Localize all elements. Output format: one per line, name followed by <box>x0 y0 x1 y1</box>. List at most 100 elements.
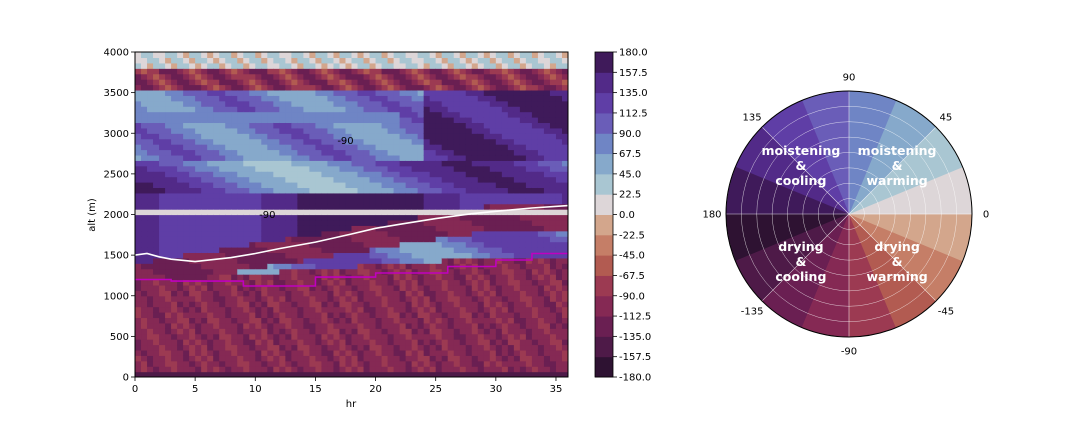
heatmap-cell <box>177 52 184 59</box>
heatmap-cell <box>195 274 202 281</box>
heatmap-cell <box>231 241 238 248</box>
heatmap-cell <box>555 52 563 59</box>
heatmap-cell <box>513 192 521 199</box>
heatmap-cell <box>501 198 509 205</box>
heatmap-cell <box>189 295 196 302</box>
heatmap-cell <box>513 171 521 178</box>
heatmap-cell <box>237 236 244 243</box>
heatmap-cell <box>513 209 521 216</box>
heatmap-cell <box>243 306 250 313</box>
heatmap-cell <box>495 328 503 335</box>
heatmap-cell <box>429 187 437 194</box>
quadrant-label-line: moistening <box>761 143 840 158</box>
heatmap-cell <box>489 214 497 221</box>
x-tick-label: 25 <box>429 384 442 395</box>
heatmap-cell <box>135 230 142 237</box>
heatmap-cell <box>315 171 323 178</box>
heatmap-cell <box>429 225 437 232</box>
heatmap-cell <box>405 209 413 216</box>
heatmap-cell <box>411 247 419 254</box>
heatmap-cell <box>231 317 238 324</box>
heatmap-cell <box>375 312 383 319</box>
heatmap-cell <box>489 149 497 156</box>
heatmap-cell <box>261 144 268 151</box>
heatmap-cell <box>459 312 467 319</box>
heatmap-cell <box>153 111 160 118</box>
heatmap-cell <box>315 100 323 107</box>
heatmap-cell <box>141 344 148 351</box>
heatmap-cell <box>501 214 509 221</box>
heatmap-cell <box>189 111 196 118</box>
heatmap-cell <box>411 290 419 297</box>
heatmap-cell <box>231 52 238 59</box>
heatmap-cell <box>471 117 479 124</box>
heatmap-cell <box>477 198 485 205</box>
heatmap-cell <box>405 290 413 297</box>
heatmap-cell <box>405 295 413 302</box>
heatmap-cell <box>165 252 172 259</box>
heatmap-cell <box>249 209 256 216</box>
heatmap-cell <box>189 160 196 167</box>
heatmap-cell <box>495 122 503 129</box>
heatmap-cell <box>537 322 545 329</box>
heatmap-cell <box>555 263 563 270</box>
heatmap-cell <box>351 182 359 189</box>
heatmap-cell <box>231 149 238 156</box>
heatmap-cell <box>267 268 274 275</box>
heatmap-cell <box>411 165 419 172</box>
heatmap-cell <box>195 89 202 96</box>
heatmap-cell <box>411 122 419 129</box>
heatmap-cell <box>387 268 395 275</box>
heatmap-cell <box>303 230 310 237</box>
heatmap-cell <box>351 236 359 243</box>
heatmap-cell <box>561 79 568 86</box>
heatmap-cell <box>543 122 551 129</box>
heatmap-cell <box>555 214 563 221</box>
heatmap-cell <box>555 171 563 178</box>
heatmap-cell <box>147 160 154 167</box>
heatmap-cell <box>153 149 160 156</box>
heatmap-cell <box>501 209 509 216</box>
heatmap-cell <box>393 171 401 178</box>
heatmap-cell <box>447 279 455 286</box>
heatmap-cell <box>291 209 298 216</box>
heatmap-cell <box>555 127 563 134</box>
heatmap-cell <box>525 203 533 210</box>
heatmap-cell <box>405 371 413 377</box>
heatmap-cell <box>189 171 196 178</box>
heatmap-cell <box>471 52 479 59</box>
heatmap-cell <box>255 149 262 156</box>
heatmap-cell <box>351 165 359 172</box>
heatmap-cell <box>381 84 389 91</box>
heatmap-cell <box>555 133 563 140</box>
heatmap-cell <box>195 165 202 172</box>
y-tick-label: 2000 <box>104 210 129 221</box>
heatmap-cell <box>351 349 359 356</box>
heatmap-cell <box>507 241 515 248</box>
heatmap-cell <box>141 284 148 291</box>
heatmap-cell <box>447 322 455 329</box>
heatmap-cell <box>507 84 515 91</box>
heatmap-cell <box>147 284 154 291</box>
heatmap-cell <box>183 268 190 275</box>
heatmap-cell <box>159 252 166 259</box>
heatmap-cell <box>477 306 485 313</box>
heatmap-cell <box>495 203 503 210</box>
polar-tick-label: 45 <box>940 113 953 124</box>
heatmap-cell <box>195 203 202 210</box>
colorbar-tick-label: 112.5 <box>619 108 648 119</box>
heatmap-cell <box>303 295 310 302</box>
heatmap-cell <box>135 290 142 297</box>
heatmap-cell <box>501 154 509 161</box>
heatmap-cell <box>261 187 268 194</box>
heatmap-cell <box>471 100 479 107</box>
heatmap-cell <box>267 149 274 156</box>
heatmap-cell <box>189 176 196 183</box>
heatmap-cell <box>483 268 491 275</box>
heatmap-cell <box>459 149 467 156</box>
heatmap-cell <box>387 144 395 151</box>
heatmap-cell <box>135 133 142 140</box>
heatmap-cell <box>513 290 521 297</box>
heatmap-cell <box>351 333 359 340</box>
heatmap-cell <box>333 198 341 205</box>
